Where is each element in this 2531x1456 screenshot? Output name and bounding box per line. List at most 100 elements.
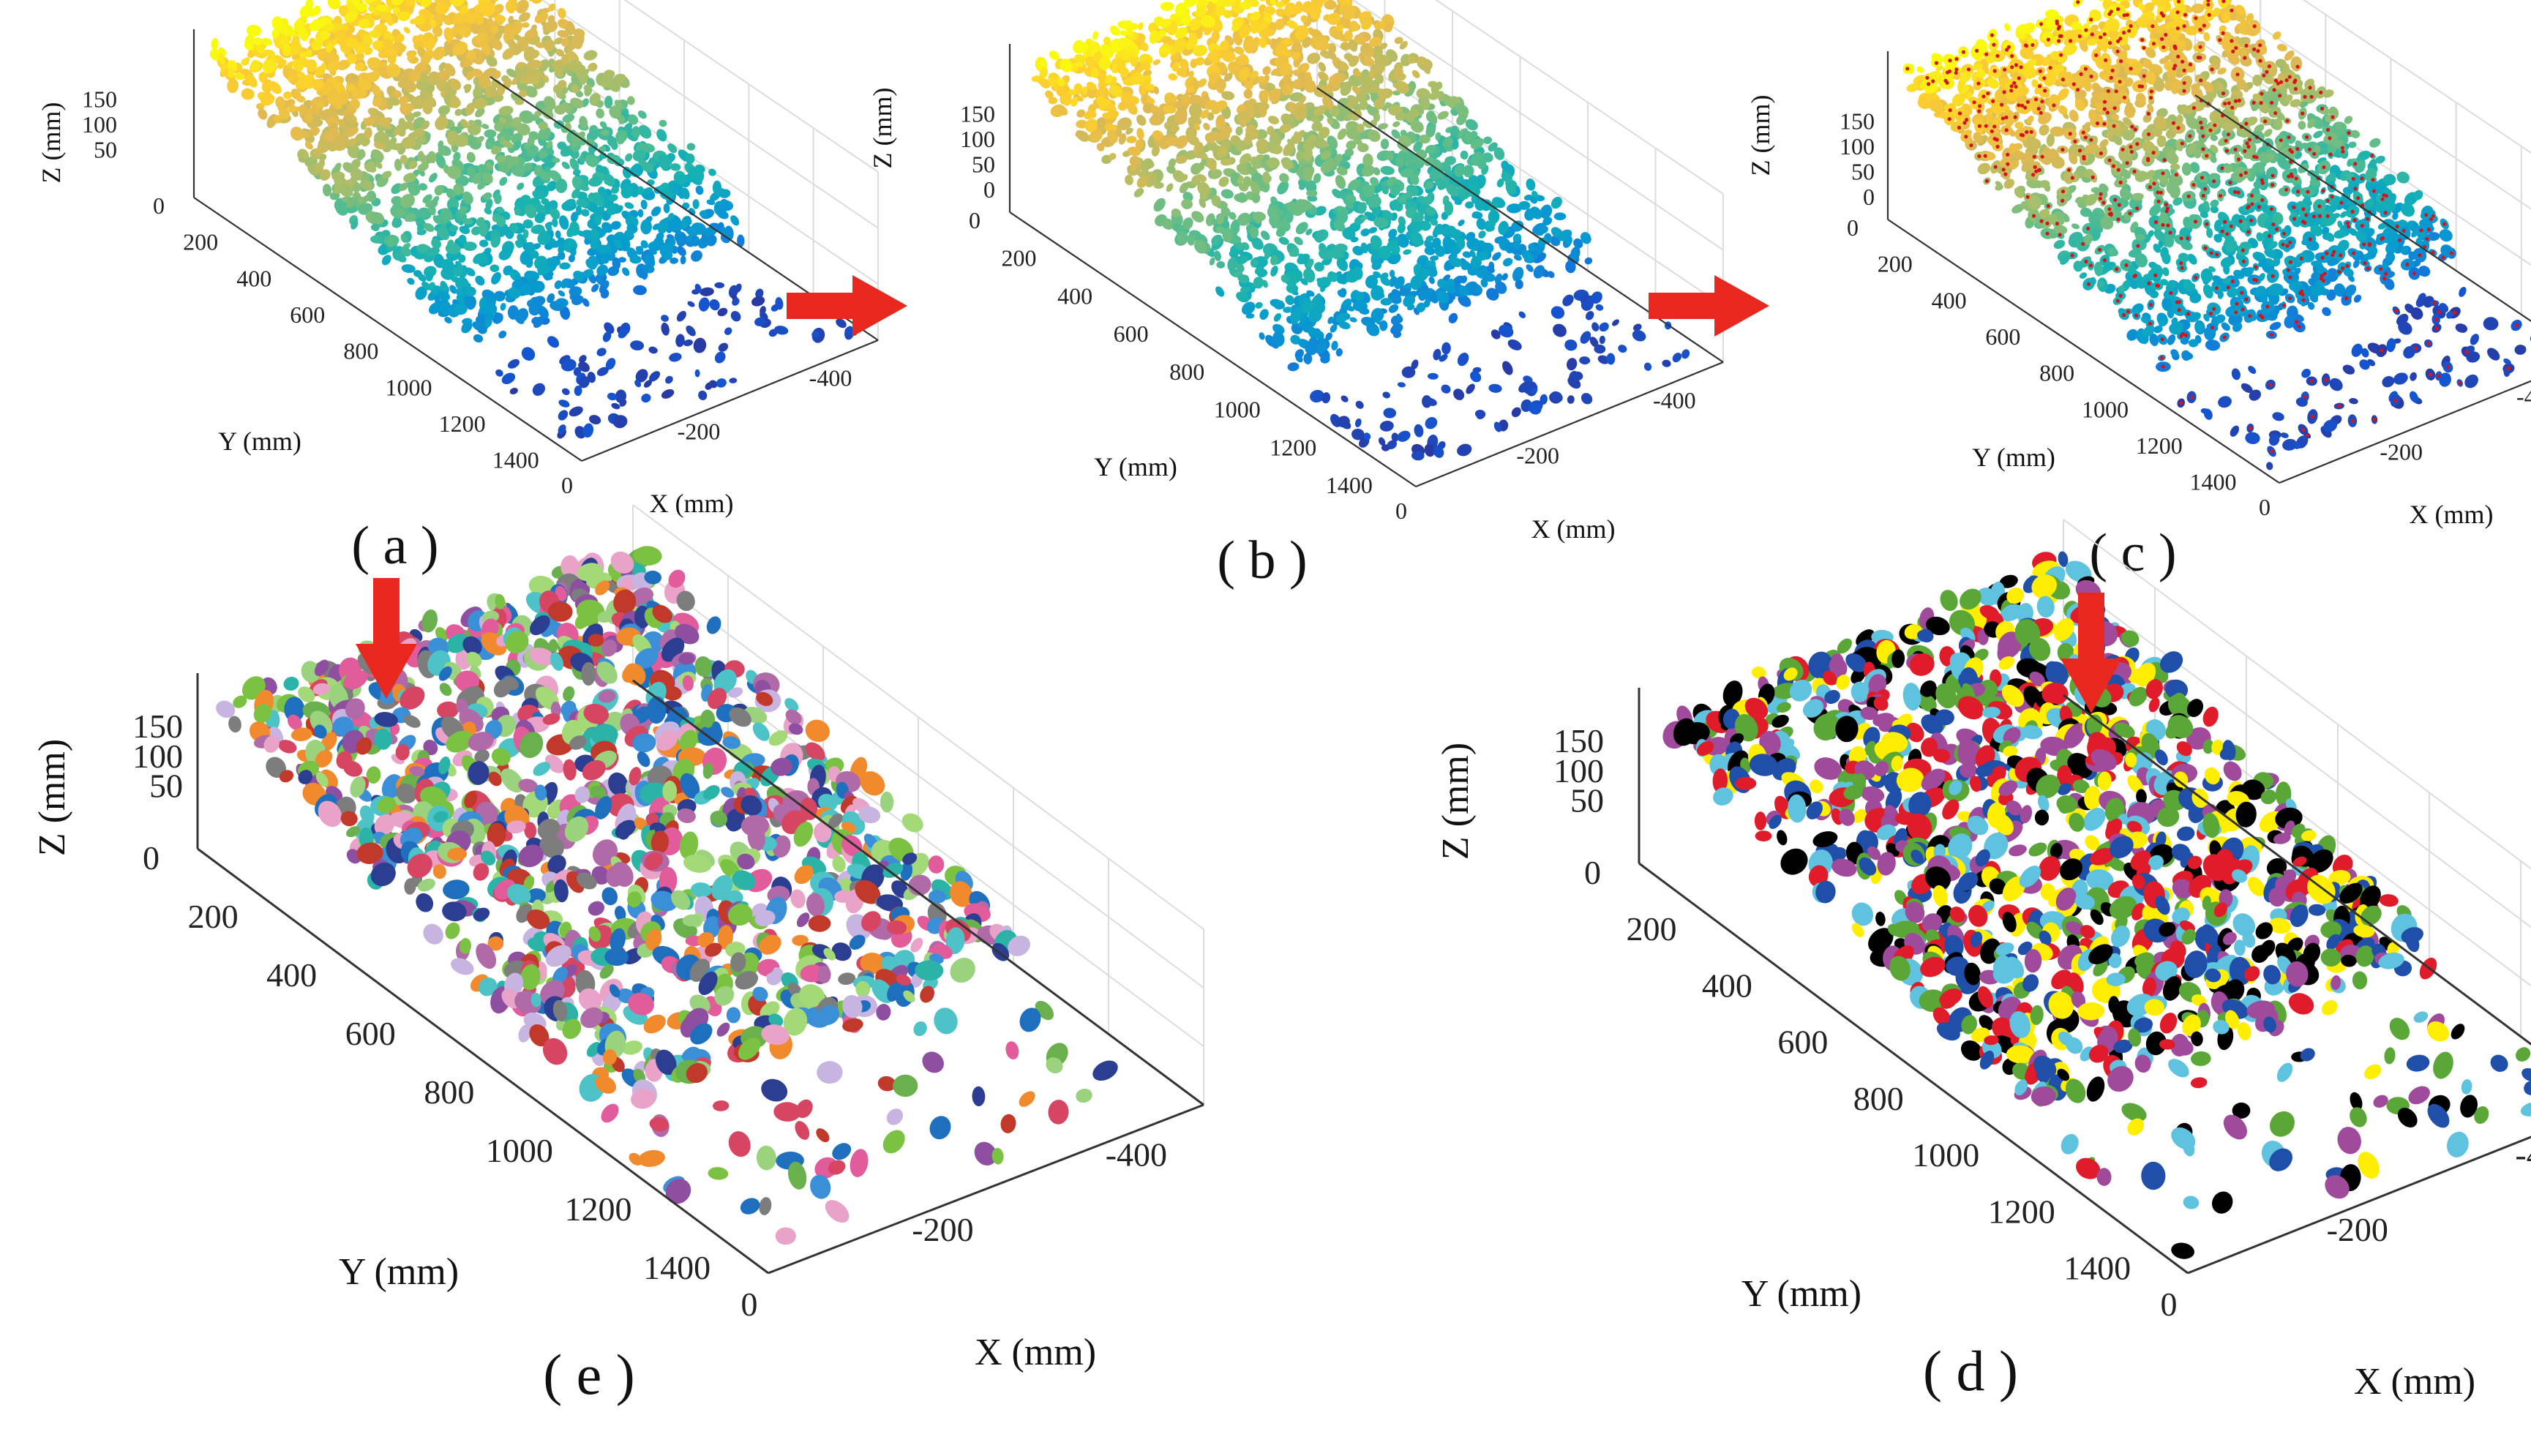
panel-b-point [1457, 352, 1469, 367]
panel-b-point [1567, 395, 1575, 404]
panel-a-point [442, 15, 452, 26]
panel-a-point [458, 254, 466, 263]
panel-b-point [1595, 304, 1604, 311]
panel-a-y-tick-label: 200 [183, 229, 218, 255]
panel-a-point [611, 402, 620, 410]
panel-a-point [558, 399, 570, 408]
panel-a-point [381, 255, 391, 266]
panel-a-point [561, 388, 570, 395]
panel-a-point [430, 19, 437, 29]
panel-b-z-tick-label: 0 [983, 176, 995, 203]
panel-a-point [258, 108, 268, 120]
panel-b-point [1382, 391, 1390, 399]
panel-a-point [730, 215, 740, 226]
panel-a-point [475, 275, 485, 286]
panel-a-point [675, 334, 685, 348]
panel-a-point [630, 340, 645, 350]
panel-a-gridline [623, 0, 879, 173]
panel-b-y-tick-label: 400 [1057, 282, 1092, 309]
panel-a-point [397, 11, 410, 21]
panel-a-point [640, 199, 648, 210]
panel-b-point [1591, 322, 1600, 331]
panel-a-point [459, 5, 468, 15]
panel-a-point [659, 119, 667, 127]
panel-a-label: ( a ) [351, 516, 438, 576]
panel-b-point [1518, 311, 1526, 318]
panel-a-point [466, 151, 476, 163]
panel-a-point [596, 108, 604, 119]
panel-a-point [559, 262, 571, 270]
panel-a-point [661, 322, 670, 336]
panel-b-point [1136, 127, 1144, 140]
panel-a-point [358, 18, 370, 29]
panel-a-point [391, 0, 405, 6]
panel-b-point [1287, 362, 1300, 372]
panel-a-point [337, 59, 351, 71]
panel-b-point [1397, 430, 1411, 442]
panel-b-point [1681, 349, 1690, 359]
panel-b-y-tick-label: 200 [1002, 245, 1037, 271]
panel-b-point [1216, 260, 1226, 269]
panel-b-z-tick-label: 100 [960, 126, 995, 152]
panel-b-point [1168, 73, 1177, 81]
panel-a-point [344, 10, 359, 23]
panel-a-point [277, 59, 287, 70]
panel-b-point [1492, 252, 1501, 261]
panel-a-point [661, 389, 675, 399]
panel-a-point [484, 129, 497, 138]
panel-a-point [680, 255, 686, 265]
panel-b-y-tick-label: 0 [969, 207, 980, 233]
panel-a-point [665, 375, 673, 384]
panel-a-point [463, 83, 472, 91]
panel-a-point [691, 250, 702, 262]
panel-c-point-cloud [1902, 0, 2531, 470]
panel-b-point [1672, 353, 1682, 363]
panel-b-point [1203, 122, 1210, 131]
panel-a-point [435, 3, 450, 15]
panel-c-point [2290, 56, 2303, 72]
panel-b-point [1488, 383, 1502, 393]
panel-b-point [1428, 372, 1439, 380]
panel-b-point [1566, 358, 1578, 371]
panel-a-y-tick-label: 1400 [492, 447, 539, 473]
panel-b-point [1259, 332, 1265, 340]
panel-b-point [1259, 309, 1269, 320]
panel-a-y-axis-label: Y (mm) [218, 427, 301, 456]
panel-a-z-axis-label: Z (mm) [37, 102, 66, 184]
panel-a-point [479, 239, 489, 247]
panel-b-point [1428, 277, 1435, 285]
panel-c-point [2053, 239, 2066, 249]
panel-a-x-tick-label: 0 [561, 472, 573, 498]
panel-b-point [1581, 393, 1593, 405]
panel-c-point [2369, 138, 2381, 148]
panel-b-point [1441, 342, 1451, 355]
panel-a-point [718, 342, 729, 352]
panel-b-z-tick-label: 50 [972, 151, 995, 177]
panel-a-point [250, 59, 260, 72]
panel-a-point [641, 393, 651, 403]
panel-b-point [1507, 339, 1522, 350]
panel-a-point [385, 7, 393, 13]
panel-a-point [724, 327, 732, 335]
panel-b-point [1285, 295, 1295, 305]
panel-a-point [282, 43, 291, 56]
panel-a-point [327, 0, 341, 10]
panel-a-point [356, 2, 367, 12]
panel-b-point [1584, 257, 1593, 265]
panel-a-point [596, 348, 607, 356]
panel-b-point [1383, 408, 1397, 419]
panel-b-point [1425, 417, 1438, 429]
panel-a-point [463, 241, 477, 251]
panel-a-point [473, 334, 484, 343]
panel-a-point [498, 330, 507, 339]
panel-b-point [1380, 165, 1395, 176]
panel-a-point [714, 282, 724, 289]
panel-a-point [288, 73, 296, 83]
panel-a-point [361, 34, 373, 45]
panel-a-point [244, 42, 254, 50]
panel-a-point [403, 26, 410, 34]
panel-b-point [1355, 400, 1364, 409]
panel-b-point [1379, 421, 1394, 432]
